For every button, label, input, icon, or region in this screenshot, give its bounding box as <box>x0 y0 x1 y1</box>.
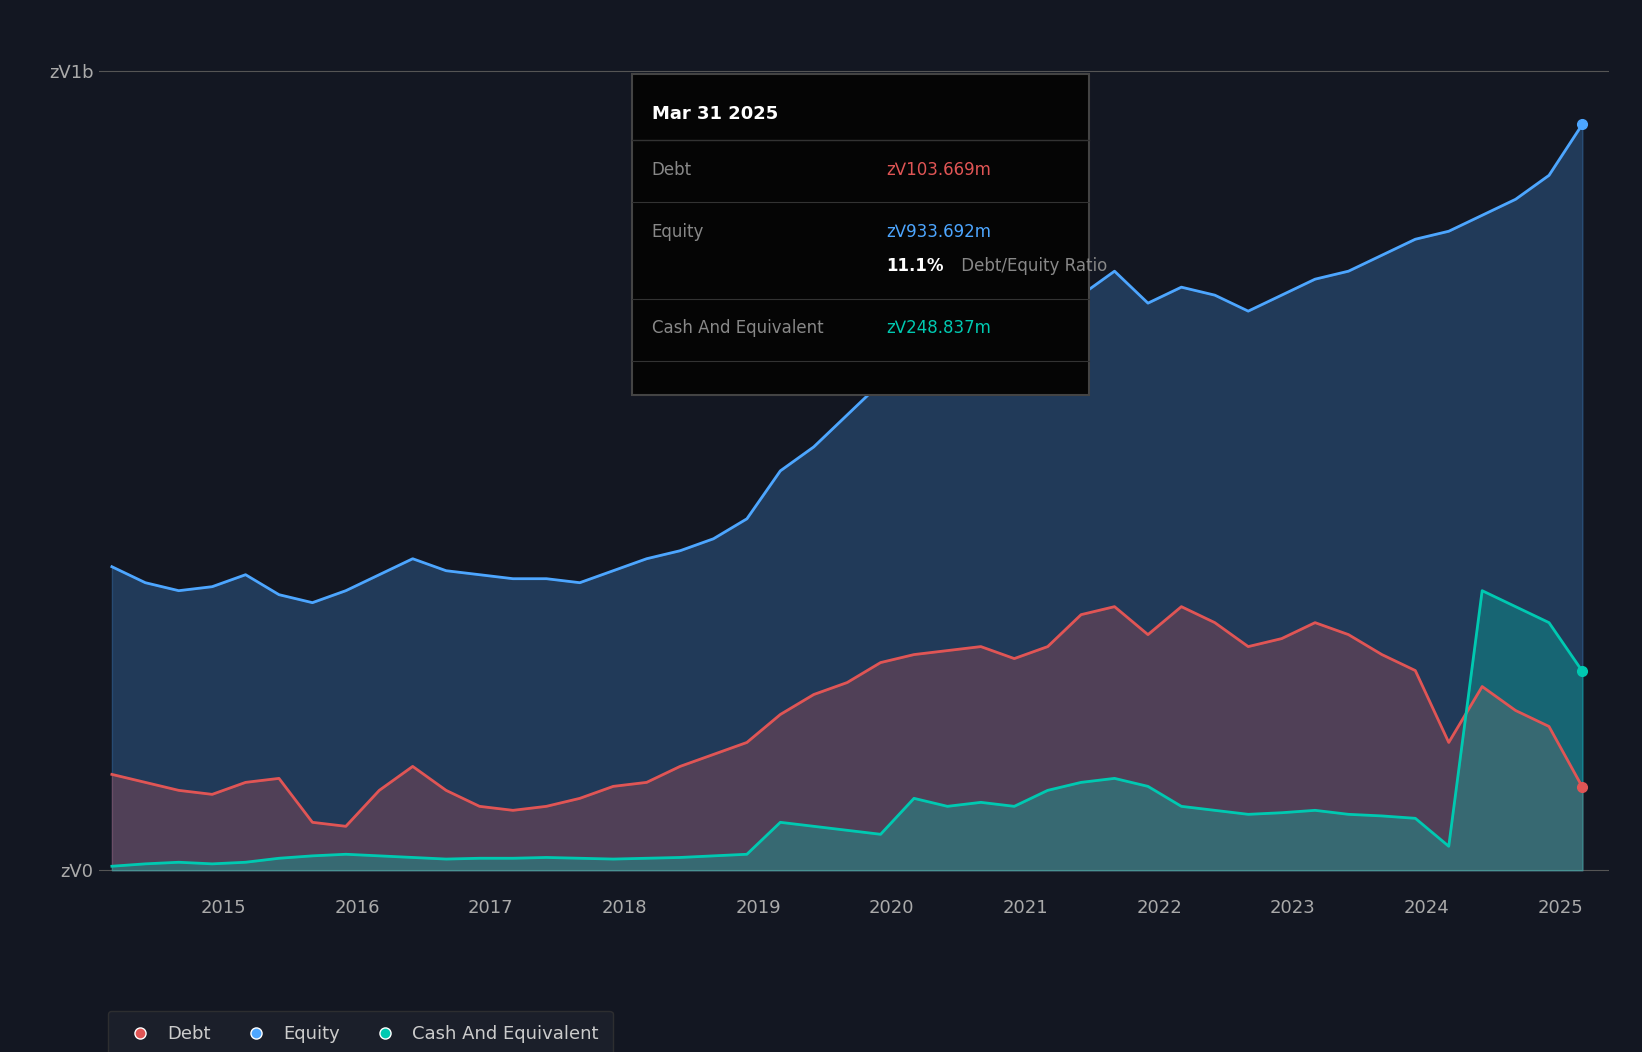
Text: 11.1%: 11.1% <box>887 258 944 276</box>
Text: zᐯ933.692m: zᐯ933.692m <box>887 223 992 241</box>
Legend: Debt, Equity, Cash And Equivalent: Debt, Equity, Cash And Equivalent <box>107 1011 612 1052</box>
Text: zᐯ248.837m: zᐯ248.837m <box>887 320 992 338</box>
Text: Debt: Debt <box>652 161 691 179</box>
Text: zᐯ103.669m: zᐯ103.669m <box>887 161 992 179</box>
Text: Mar 31 2025: Mar 31 2025 <box>652 105 778 123</box>
Text: Debt/Equity Ratio: Debt/Equity Ratio <box>956 258 1107 276</box>
Text: Cash And Equivalent: Cash And Equivalent <box>652 320 824 338</box>
Text: Equity: Equity <box>652 223 704 241</box>
